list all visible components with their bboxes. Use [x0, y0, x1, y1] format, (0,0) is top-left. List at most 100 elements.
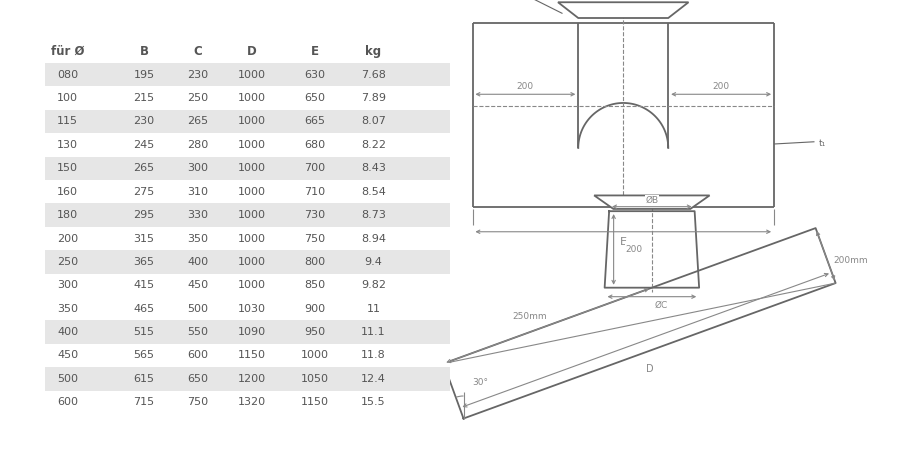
- Text: 250: 250: [187, 93, 209, 103]
- Text: 1000: 1000: [238, 257, 266, 267]
- Text: 130: 130: [57, 140, 78, 150]
- Text: B: B: [140, 45, 148, 58]
- Text: 195: 195: [133, 70, 155, 80]
- Text: 200: 200: [713, 82, 730, 91]
- Text: 245: 245: [133, 140, 155, 150]
- Text: 1000: 1000: [238, 117, 266, 126]
- Text: 8.73: 8.73: [361, 210, 386, 220]
- Text: ØB: ØB: [645, 195, 659, 204]
- Text: 600: 600: [187, 351, 209, 360]
- Text: 15.5: 15.5: [361, 397, 386, 407]
- Text: 250mm: 250mm: [512, 312, 547, 321]
- Text: 415: 415: [133, 280, 155, 290]
- Text: 7.89: 7.89: [361, 93, 386, 103]
- Text: 200mm: 200mm: [833, 256, 868, 265]
- Bar: [45, 250, 450, 274]
- Text: 12.4: 12.4: [361, 374, 386, 384]
- Text: 8.22: 8.22: [361, 140, 386, 150]
- Text: 700: 700: [304, 163, 326, 173]
- Text: 230: 230: [133, 117, 155, 126]
- Text: 8.43: 8.43: [361, 163, 386, 173]
- Text: 500: 500: [187, 304, 209, 314]
- Text: 800: 800: [304, 257, 326, 267]
- Text: 7.68: 7.68: [361, 70, 386, 80]
- Bar: [45, 203, 450, 227]
- Polygon shape: [594, 195, 709, 209]
- Text: 1000: 1000: [238, 210, 266, 220]
- Text: 265: 265: [187, 117, 209, 126]
- Text: 400: 400: [57, 327, 78, 337]
- Text: 30°: 30°: [472, 378, 489, 387]
- Text: 665: 665: [304, 117, 326, 126]
- Text: 1000: 1000: [238, 163, 266, 173]
- Text: 200: 200: [517, 82, 534, 91]
- Text: 710: 710: [304, 187, 326, 197]
- Text: 300: 300: [187, 163, 209, 173]
- Text: 1000: 1000: [238, 187, 266, 197]
- Text: 330: 330: [187, 210, 209, 220]
- Text: 230: 230: [187, 70, 209, 80]
- Text: 680: 680: [304, 140, 326, 150]
- Text: 730: 730: [304, 210, 326, 220]
- Text: 630: 630: [304, 70, 326, 80]
- Text: 650: 650: [304, 93, 326, 103]
- Text: 180: 180: [57, 210, 78, 220]
- Text: für Ø: für Ø: [50, 45, 85, 58]
- Text: 1150: 1150: [238, 351, 266, 360]
- Text: E: E: [311, 45, 319, 58]
- Text: 750: 750: [304, 234, 326, 243]
- Text: 350: 350: [187, 234, 209, 243]
- Text: 450: 450: [57, 351, 78, 360]
- Text: 215: 215: [133, 93, 155, 103]
- Bar: [45, 157, 450, 180]
- Text: 1090: 1090: [238, 327, 266, 337]
- Text: 11.1: 11.1: [361, 327, 386, 337]
- Text: 465: 465: [133, 304, 155, 314]
- Bar: [45, 110, 450, 133]
- Text: kg: kg: [365, 45, 382, 58]
- Text: 8.94: 8.94: [361, 234, 386, 243]
- Text: 300: 300: [57, 280, 78, 290]
- Text: 150: 150: [57, 163, 78, 173]
- Text: 1000: 1000: [301, 351, 329, 360]
- Bar: [45, 320, 450, 344]
- Text: 1200: 1200: [238, 374, 266, 384]
- Text: E: E: [620, 237, 626, 247]
- Text: 275: 275: [133, 187, 155, 197]
- Text: 850: 850: [304, 280, 326, 290]
- Text: 450: 450: [187, 280, 209, 290]
- Text: 1150: 1150: [301, 397, 329, 407]
- Text: 1000: 1000: [238, 280, 266, 290]
- Text: 500: 500: [57, 374, 78, 384]
- Bar: [45, 367, 450, 391]
- Text: 8.07: 8.07: [361, 117, 386, 126]
- Text: 100: 100: [57, 93, 78, 103]
- Text: 295: 295: [133, 210, 155, 220]
- Text: 565: 565: [133, 351, 155, 360]
- Text: 715: 715: [133, 397, 155, 407]
- Text: 080: 080: [57, 70, 78, 80]
- Text: 250: 250: [57, 257, 78, 267]
- Text: 200: 200: [57, 234, 78, 243]
- Text: 8.54: 8.54: [361, 187, 386, 197]
- Polygon shape: [558, 2, 688, 18]
- Text: ØC: ØC: [654, 301, 668, 310]
- Text: 9.82: 9.82: [361, 280, 386, 290]
- Text: 265: 265: [133, 163, 155, 173]
- Text: D: D: [248, 45, 256, 58]
- Text: 1030: 1030: [238, 304, 266, 314]
- Text: 900: 900: [304, 304, 326, 314]
- Text: 750: 750: [187, 397, 209, 407]
- Text: 115: 115: [57, 117, 78, 126]
- Text: 600: 600: [57, 397, 78, 407]
- Text: C: C: [194, 45, 202, 58]
- Text: 310: 310: [187, 187, 209, 197]
- Text: 11: 11: [366, 304, 381, 314]
- Text: 365: 365: [133, 257, 155, 267]
- Text: 160: 160: [57, 187, 78, 197]
- Bar: [45, 63, 450, 86]
- Text: D: D: [645, 364, 653, 374]
- Text: 615: 615: [133, 374, 155, 384]
- Text: 1000: 1000: [238, 70, 266, 80]
- Text: 515: 515: [133, 327, 155, 337]
